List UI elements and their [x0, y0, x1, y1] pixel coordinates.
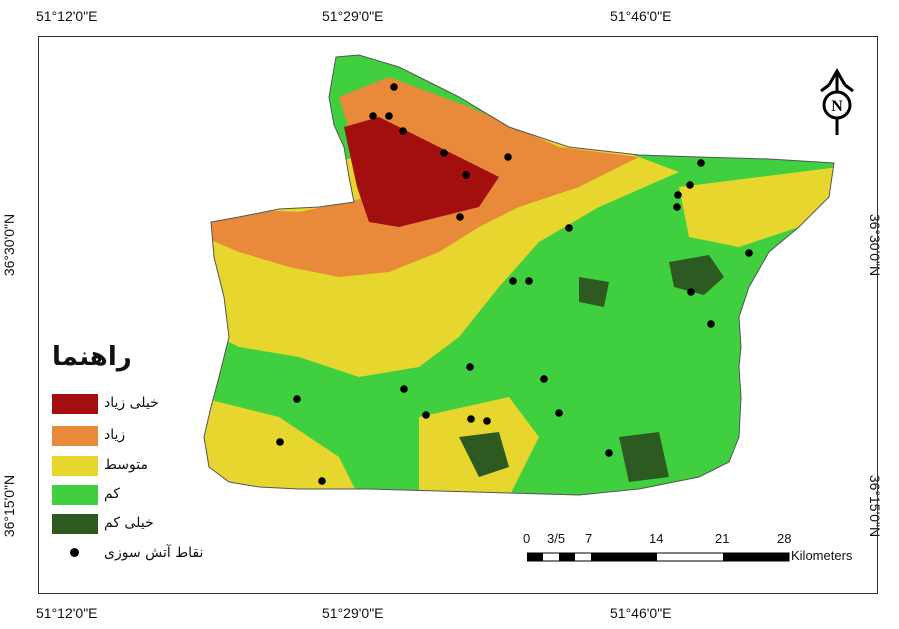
fire-point [504, 153, 512, 161]
fire-point [483, 417, 491, 425]
fire-point [605, 449, 613, 457]
legend-item-fire-points: نقاط آتش سوزی [52, 544, 252, 564]
risk-zone-very-low [459, 255, 724, 482]
scale-tick-21: 21 [715, 531, 730, 546]
fire-point [540, 375, 548, 383]
scale-tick-3-5: 3/5 [547, 531, 566, 546]
legend-label-very-high: خیلی زیاد [104, 395, 159, 411]
scale-tick-7: 7 [585, 531, 593, 546]
fire-point [555, 409, 563, 417]
fire-point [400, 385, 408, 393]
legend-swatch-medium [52, 456, 98, 476]
legend-item-medium: متوسط [52, 456, 252, 476]
legend-label-medium: متوسط [104, 457, 148, 473]
fire-point [509, 277, 517, 285]
fire-point [745, 249, 753, 257]
legend-item-low: کم [52, 485, 252, 505]
fire-point [456, 213, 464, 221]
legend-swatch-very-high [52, 394, 98, 414]
legend-label-fire-points: نقاط آتش سوزی [104, 545, 204, 561]
fire-point [462, 171, 470, 179]
fire-point [467, 415, 475, 423]
fire-point [318, 477, 326, 485]
fire-point [697, 159, 705, 167]
legend-label-very-low: خیلی کم [104, 515, 154, 531]
fire-point [674, 191, 682, 199]
top-coord-label-1: 51°12'0"E [36, 8, 98, 24]
legend-label-low: کم [104, 486, 120, 502]
fire-point [673, 203, 681, 211]
legend-item-very-high: خیلی زیاد [52, 394, 252, 414]
bottom-coord-label-1: 51°12'0"E [36, 605, 98, 621]
fire-point [369, 112, 377, 120]
fire-point [293, 395, 301, 403]
map-canvas: N [203, 54, 854, 496]
left-coord-label-1: 36°30'0"N [1, 213, 18, 277]
scale-tick-14: 14 [649, 531, 664, 546]
fire-point [422, 411, 430, 419]
fire-point-icon [70, 548, 79, 557]
legend-title: راهنما [52, 342, 132, 372]
risk-zone-very-high [344, 117, 499, 227]
legend-swatch-very-low [52, 514, 98, 534]
scale-bar-graphic [527, 552, 790, 562]
fire-point [707, 320, 715, 328]
left-coord-label-2: 36°15'0"N [1, 474, 18, 538]
scale-unit: Kilometers [791, 548, 853, 563]
north-arrow-letter: N [831, 98, 843, 115]
fire-point [440, 149, 448, 157]
map-frame: N [38, 36, 878, 594]
fire-point [686, 181, 694, 189]
legend-swatch-high [52, 426, 98, 446]
fire-points-layer [276, 83, 753, 485]
top-coord-label-2: 51°29'0"E [322, 8, 384, 24]
legend-label-high: زیاد [104, 427, 126, 443]
fire-point [399, 127, 407, 135]
scale-tick-28: 28 [777, 531, 792, 546]
study-area-outline [203, 54, 835, 496]
fire-point [565, 224, 573, 232]
fire-point [390, 83, 398, 91]
north-arrow-icon: N [820, 67, 854, 135]
legend-item-high: زیاد [52, 426, 252, 446]
fire-point [525, 277, 533, 285]
fire-point [276, 438, 284, 446]
fire-point [687, 288, 695, 296]
bottom-coord-label-2: 51°29'0"E [322, 605, 384, 621]
fire-point [466, 363, 474, 371]
scale-tick-0: 0 [523, 531, 531, 546]
risk-raster [204, 55, 834, 495]
top-coord-label-3: 51°46'0"E [610, 8, 672, 24]
fire-point [385, 112, 393, 120]
legend-swatch-low [52, 485, 98, 505]
legend-item-very-low: خیلی کم [52, 514, 252, 534]
bottom-coord-label-3: 51°46'0"E [610, 605, 672, 621]
